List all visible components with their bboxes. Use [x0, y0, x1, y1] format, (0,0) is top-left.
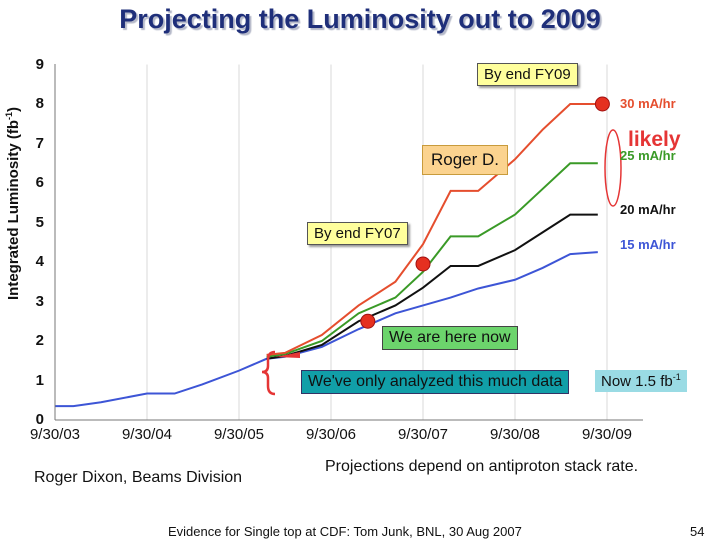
chart-marker-layer [360, 96, 610, 329]
y-tick-label: 6 [35, 174, 44, 191]
page-number: 54 [690, 524, 705, 539]
slide-footer: Evidence for Single top at CDF: Tom Junk… [168, 524, 522, 539]
y-tick-label: 2 [35, 332, 44, 349]
y-tick-label: 9 [35, 55, 44, 73]
y-tick-label: 8 [35, 95, 44, 112]
x-tick-label: 9/30/04 [121, 426, 173, 443]
by-end-fy09-callout: By end FY09 [477, 63, 578, 86]
series-line-2 [266, 162, 598, 358]
likely-ellipse [604, 129, 622, 207]
series-line-0 [55, 251, 598, 408]
x-tick-label: 9/30/07 [397, 426, 449, 443]
series-label: 15 mA/hr [620, 237, 676, 252]
y-tick-label: 1 [35, 371, 44, 389]
marker-2 [594, 96, 610, 112]
we-are-here-callout: We are here now [382, 326, 518, 350]
series-line-1 [266, 213, 598, 360]
y-tick-label: 5 [35, 213, 44, 231]
now-value-callout: Now 1.5 fb-1 [595, 370, 687, 392]
slide-title: Projecting the Luminosity out to 2009 [119, 4, 601, 34]
series-label: 20 mA/hr [620, 202, 676, 217]
projection-note: Projections depend on antiproton stack r… [325, 458, 639, 475]
by-end-fy07-callout: By end FY07 [307, 222, 408, 245]
author-credit: Roger Dixon, Beams Division [34, 469, 243, 486]
x-tick-label: 9/30/06 [305, 426, 357, 443]
x-tick-label: 9/30/05 [213, 426, 265, 443]
y-tick-label: 3 [35, 292, 44, 310]
x-tick-label: 9/30/09 [581, 426, 633, 443]
roger-d-callout: Roger D. [422, 145, 509, 175]
analyzed-arrow [276, 352, 300, 358]
series-label: 30 mA/hr [620, 96, 676, 111]
now-value-text: Now 1.5 fb [601, 373, 673, 390]
series-label: 25 mA/hr [620, 148, 676, 163]
x-tick-label: 9/30/08 [489, 426, 541, 443]
analyzed-bracket [261, 350, 276, 396]
analyzed-data-callout: We've only analyzed this much data [301, 370, 570, 394]
y-tick-label: 4 [35, 253, 44, 270]
chart-series-layer [55, 103, 598, 408]
now-value-sup: -1 [672, 372, 681, 382]
y-tick-label: 7 [35, 134, 44, 152]
marker-1 [415, 256, 431, 272]
likely-label: likely [628, 128, 681, 151]
x-tick-label: 9/30/03 [29, 426, 81, 443]
series-line-3 [266, 103, 598, 356]
marker-0 [360, 313, 376, 329]
y-tick-label: 0 [35, 411, 44, 428]
